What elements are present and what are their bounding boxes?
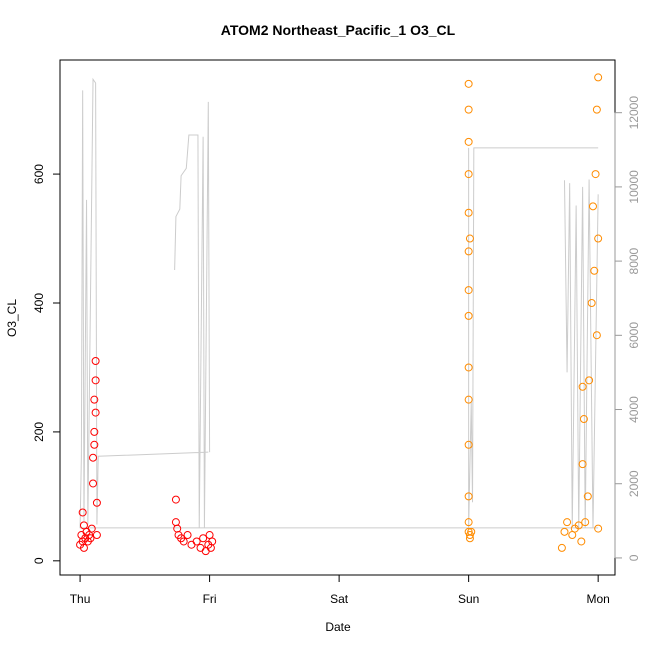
data-point (590, 266, 599, 275)
y-axis-label: O3_CL (5, 299, 19, 337)
data-point (192, 537, 201, 546)
data-point (464, 137, 473, 146)
y2-tick-label: 12000 (627, 96, 641, 130)
data-point (557, 543, 566, 552)
data-point (89, 453, 98, 462)
data-point (560, 527, 569, 536)
data-point (467, 527, 476, 536)
data-point (89, 479, 98, 488)
data-point (179, 537, 188, 546)
data-point (583, 492, 592, 501)
y2-tick-label: 6000 (627, 322, 641, 349)
data-point (90, 427, 99, 436)
data-point (464, 492, 473, 501)
data-point (464, 395, 473, 404)
data-point (199, 534, 208, 543)
data-point (79, 543, 88, 552)
x-axis-label: Date (325, 620, 351, 634)
data-point (87, 524, 96, 533)
x-tick-label: Sun (458, 592, 479, 606)
data-point (464, 247, 473, 256)
data-point (464, 363, 473, 372)
data-point (86, 534, 95, 543)
y-tick-label: 0 (32, 557, 46, 564)
data-point (465, 234, 474, 243)
data-point (579, 415, 588, 424)
y2-tick-label: 8000 (627, 247, 641, 274)
data-point (581, 518, 590, 527)
data-point (91, 357, 100, 366)
data-point (464, 79, 473, 88)
x-tick-label: Sat (330, 592, 349, 606)
data-point (563, 518, 572, 527)
data-point (183, 531, 192, 540)
data-point (594, 524, 603, 533)
data-point (464, 440, 473, 449)
data-point (171, 495, 180, 504)
data-point (592, 105, 601, 114)
data-point (464, 311, 473, 320)
y-tick-label: 600 (32, 164, 46, 184)
data-point (464, 170, 473, 179)
data-point (90, 395, 99, 404)
y-tick-label: 200 (32, 422, 46, 442)
x-tick-label: Thu (70, 592, 91, 606)
data-point (464, 286, 473, 295)
data-point (92, 531, 101, 540)
data-point (464, 208, 473, 217)
y2-tick-label: 10000 (627, 170, 641, 204)
data-point (587, 298, 596, 307)
data-point (591, 170, 600, 179)
data-point (577, 537, 586, 546)
chart-title: ATOM2 Northeast_Pacific_1 O3_CL (221, 22, 456, 38)
data-point (594, 234, 603, 243)
data-point (574, 521, 583, 530)
x-tick-label: Fri (203, 592, 217, 606)
data-point (578, 460, 587, 469)
data-point (78, 508, 87, 517)
data-point (592, 331, 601, 340)
y2-tick-label: 0 (627, 554, 641, 561)
data-point (91, 408, 100, 417)
data-point (588, 202, 597, 211)
data-point (585, 376, 594, 385)
data-point (92, 498, 101, 507)
x-tick-label: Mon (586, 592, 609, 606)
data-point (208, 537, 217, 546)
data-point (90, 440, 99, 449)
data-point (91, 376, 100, 385)
data-point (464, 518, 473, 527)
y2-tick-label: 2000 (627, 470, 641, 497)
y-tick-label: 400 (32, 293, 46, 313)
data-point (464, 105, 473, 114)
data-point (578, 382, 587, 391)
data-point (594, 73, 603, 82)
y2-tick-label: 4000 (627, 396, 641, 423)
